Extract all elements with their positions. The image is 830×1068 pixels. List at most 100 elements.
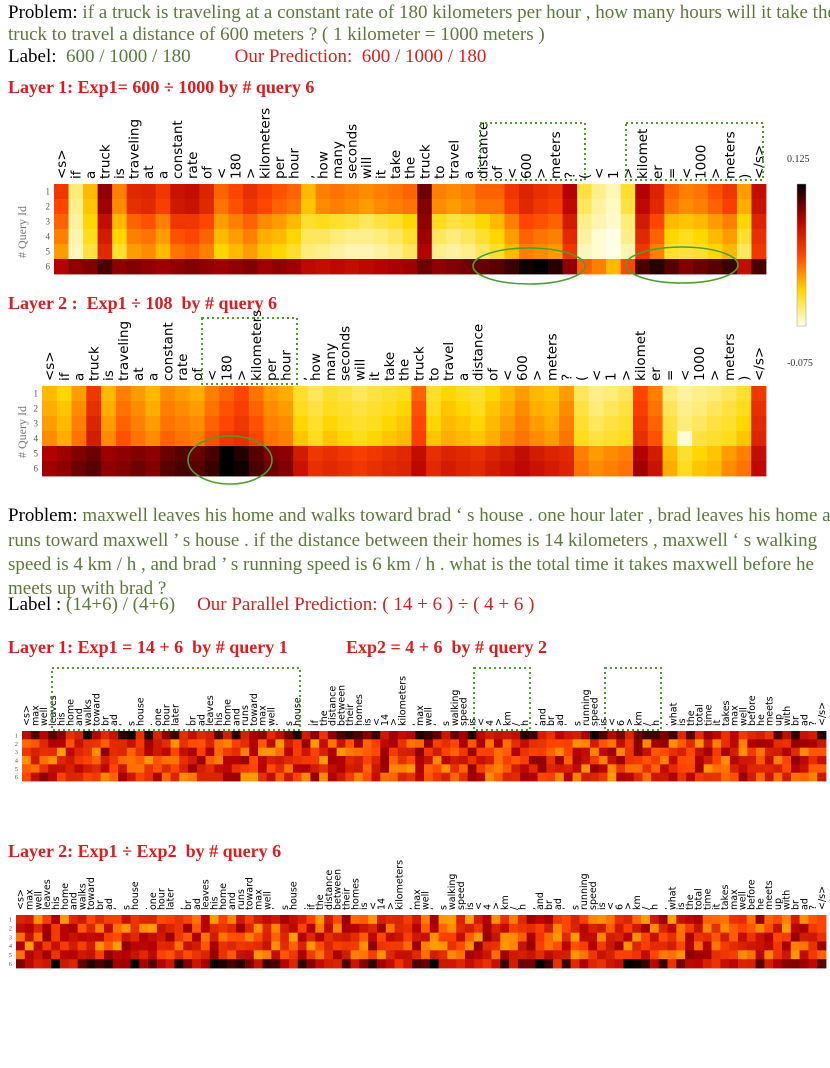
heatmap-cell	[83, 259, 98, 275]
heatmap-cell	[456, 915, 466, 925]
heatmap-cell	[109, 772, 119, 782]
heatmap-cell	[174, 401, 191, 417]
token-label: ,	[301, 175, 317, 179]
heatmap-cell	[322, 446, 338, 462]
heatmap-cell	[244, 950, 255, 960]
heatmap-cell	[112, 259, 128, 275]
heatmap-cell	[278, 386, 294, 402]
heatmap-cell	[623, 959, 633, 969]
heatmap-cell	[616, 739, 626, 749]
heatmap-cell	[441, 731, 451, 740]
heatmap-cell	[668, 747, 678, 757]
heatmap-cell	[635, 229, 651, 245]
heatmap-cell	[677, 401, 693, 417]
token-label: ad	[109, 714, 120, 726]
heatmap-cell	[354, 747, 364, 757]
heatmap-cell	[712, 739, 722, 749]
heatmap-cell	[808, 756, 818, 765]
heatmap-cell	[693, 199, 709, 215]
colorbar	[796, 183, 807, 327]
heatmap-cell	[659, 739, 670, 749]
heatmap-cell	[438, 923, 448, 934]
heatmap-cell	[156, 923, 167, 934]
heatmap-cell	[642, 756, 652, 765]
heatmap-cell	[529, 416, 545, 432]
token-label: 4	[485, 720, 496, 726]
heatmap-cell	[376, 941, 387, 951]
heatmap-cell	[485, 764, 495, 774]
token-label: before	[747, 695, 758, 726]
heatmap-cell	[144, 756, 154, 765]
label-2-line: Label : (14+6) / (4+6) Our Parallel Predi…	[8, 594, 535, 615]
heatmap-cell	[153, 756, 163, 765]
heatmap-cell	[284, 731, 294, 740]
token-label: walks	[77, 883, 88, 910]
heatmap-cell	[74, 764, 84, 774]
heading-layer1-ex2-b: Exp2 = 4 + 6 by # query 2	[346, 637, 548, 657]
heatmap-cell	[330, 184, 346, 200]
heatmap-cell	[406, 731, 416, 740]
heatmap-cell	[737, 950, 748, 960]
heatmap-cell	[659, 764, 670, 774]
heatmap-cell	[500, 915, 510, 925]
heatmap-cell	[514, 431, 530, 447]
heatmap-cell	[667, 923, 677, 934]
heatmap-cell	[74, 739, 84, 749]
query-id-tick: 3	[34, 419, 39, 429]
token-label: <s>	[22, 705, 33, 726]
heatmap-cell	[649, 229, 665, 245]
query-id-tick: 4	[15, 757, 19, 764]
heatmap-cell	[712, 731, 722, 740]
heatmap-cell	[677, 431, 693, 447]
heatmap-cell	[476, 764, 486, 774]
heatmap-cell	[677, 386, 693, 402]
heatmap-cell	[209, 932, 219, 942]
heatmap-cell	[118, 756, 128, 765]
heatmap-cell	[703, 756, 713, 765]
heatmap-cell	[126, 772, 137, 782]
heatmap-cell	[440, 416, 457, 432]
problem-2-line-1: Problem: maxwell leaves his home and wal…	[8, 505, 830, 526]
heatmap-cell	[606, 184, 622, 200]
heatmap-cell	[200, 950, 211, 960]
heatmap-cell	[598, 764, 608, 774]
token-label: what	[668, 702, 679, 726]
heatmap-cell	[139, 950, 149, 960]
heatmap-cell	[651, 731, 661, 740]
heatmap-cell	[231, 739, 241, 749]
heatmap-cell	[458, 772, 469, 782]
token-label: distance	[328, 686, 339, 726]
heatmap-cell	[297, 950, 307, 960]
heatmap-cell	[431, 259, 447, 275]
heatmap-cell	[352, 386, 368, 402]
heatmap-cell	[491, 959, 501, 969]
heatmap-cell	[112, 199, 128, 215]
token-label: truck	[412, 346, 428, 381]
heatmap-cell	[310, 772, 320, 782]
heatmap-cell	[432, 731, 442, 740]
heatmap-cell	[293, 461, 309, 477]
heatmap-cell	[22, 747, 32, 757]
token-label: constant	[170, 120, 186, 179]
heatmap-cell	[95, 932, 105, 942]
heatmap-cell	[692, 416, 708, 432]
heatmap-cell	[703, 747, 713, 757]
token-label: ,	[529, 723, 540, 726]
heatmap-cell	[248, 386, 265, 402]
heatmap-cell	[257, 259, 273, 275]
heatmap-cell	[659, 731, 670, 740]
token-label: if	[306, 903, 317, 910]
token-label: <	[371, 718, 382, 726]
heatmap-cell	[411, 401, 427, 417]
token-label: s	[572, 721, 583, 726]
heatmap-cell	[590, 731, 600, 740]
token-label: >	[386, 902, 397, 910]
heatmap-cell	[16, 932, 26, 942]
heatmap-cell	[397, 747, 407, 757]
heatmap-cell	[56, 764, 67, 774]
heatmap-cell	[633, 731, 643, 740]
heatmap-cell	[337, 386, 353, 402]
heatmap-cell	[223, 731, 233, 740]
heatmap-cell	[86, 461, 102, 477]
heatmap-cell	[332, 915, 343, 925]
